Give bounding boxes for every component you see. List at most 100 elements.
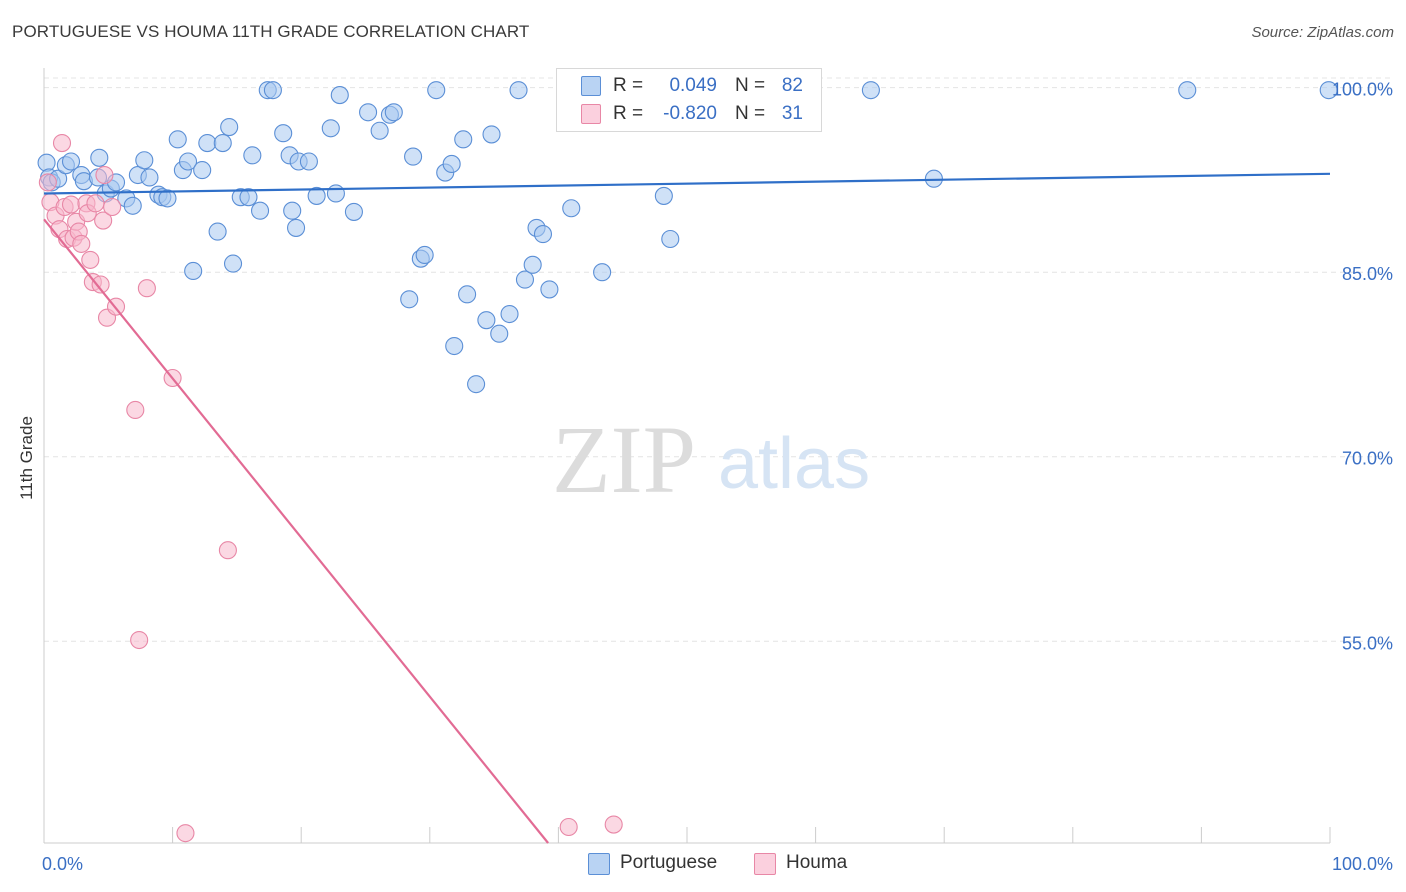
gridlines: [44, 77, 1392, 642]
trend-lines: [43, 172, 1331, 844]
legend-label-houma: Houma: [786, 852, 848, 873]
stats-legend: R = 0.049 N = 82 R = -0.820 N = 31: [556, 68, 822, 132]
portuguese-point: [263, 81, 282, 100]
y-tick-label: 100.0%: [1332, 80, 1393, 100]
y-tick-label: 70.0%: [1342, 449, 1393, 469]
houma-point: [72, 234, 91, 253]
portuguese-point: [523, 255, 542, 274]
portuguese-point: [250, 201, 270, 220]
houma-point: [103, 197, 122, 217]
portuguese-point: [359, 103, 378, 122]
legend-label-portuguese: Portuguese: [620, 852, 718, 873]
portuguese-point: [515, 270, 535, 289]
portuguese-point: [283, 201, 302, 220]
houma-point: [604, 815, 623, 834]
portuguese-point: [90, 148, 109, 167]
portuguese-point: [239, 188, 258, 207]
portuguese-point: [184, 261, 203, 281]
houma-points: [38, 133, 623, 843]
portuguese-point: [178, 152, 198, 171]
portuguese-point: [467, 375, 486, 394]
portuguese-point: [208, 222, 227, 241]
portuguese-point: [384, 103, 403, 122]
portuguese-point: [458, 285, 477, 304]
portuguese-point: [123, 196, 142, 215]
houma-point: [52, 133, 72, 153]
portuguese-point: [490, 324, 509, 343]
portuguese-point: [135, 151, 154, 170]
legend-n-label: N =: [735, 103, 766, 124]
portuguese-point: [1178, 81, 1197, 100]
houma-point: [38, 173, 57, 192]
portuguese-point: [442, 154, 461, 174]
legend-row-houma: R = -0.820 N = 31: [557, 101, 821, 127]
legend-n-label: N =: [735, 75, 766, 96]
watermark-zip: ZIP: [552, 406, 696, 513]
houma-point: [95, 165, 114, 185]
portuguese-point: [223, 254, 243, 273]
watermark-atlas: atlas: [718, 424, 870, 504]
portuguese-point: [330, 86, 349, 105]
portuguese-point: [562, 199, 581, 218]
portuguese-point: [593, 263, 612, 282]
portuguese-point: [193, 161, 212, 180]
legend-swatch-houma: [754, 853, 776, 875]
x-tick-label: 100.0%: [1332, 854, 1393, 874]
portuguese-point: [61, 152, 81, 171]
portuguese-point: [661, 229, 680, 249]
legend-row-portuguese: R = 0.049 N = 82: [557, 73, 821, 99]
portuguese-point: [1319, 81, 1338, 100]
source-label: Source: ZipAtlas.com: [1251, 24, 1394, 41]
portuguese-point: [220, 117, 239, 137]
houma-point: [61, 195, 81, 214]
watermark: ZIP atlas: [552, 406, 870, 513]
portuguese-point: [540, 280, 559, 299]
portuguese-point: [321, 119, 340, 138]
portuguese-point: [400, 290, 419, 309]
portuguese-point: [274, 124, 293, 143]
portuguese-point: [445, 336, 464, 356]
chart-title: PORTUGUESE VS HOUMA 11TH GRADE CORRELATI…: [12, 22, 530, 41]
portuguese-point: [427, 81, 446, 100]
legend-swatch-portuguese: [581, 76, 601, 96]
houma-point: [559, 817, 578, 837]
portuguese-point: [299, 152, 318, 171]
legend-r-value: 0.049: [669, 75, 717, 96]
portuguese-point: [243, 146, 262, 165]
portuguese-point: [500, 304, 519, 324]
portuguese-point: [861, 81, 880, 100]
portuguese-point: [404, 147, 423, 166]
y-tick-label: 55.0%: [1342, 633, 1393, 653]
portuguese-point: [533, 225, 553, 244]
portuguese-point: [158, 189, 177, 208]
houma-point: [176, 824, 195, 843]
portuguese-point: [415, 245, 434, 265]
y-tick-label: 85.0%: [1342, 264, 1393, 284]
legend-n-value: 31: [781, 103, 803, 124]
tick-labels: 100.0% 85.0% 70.0% 55.0% 0.0% 100.0%: [42, 80, 1393, 874]
houma-point: [86, 194, 105, 213]
portuguese-point: [287, 218, 306, 237]
legend-swatch-houma: [581, 104, 601, 124]
portuguese-point: [344, 202, 363, 221]
portuguese-point: [198, 133, 217, 153]
houma-point: [94, 211, 113, 230]
portuguese-point: [307, 186, 326, 205]
portuguese-point: [370, 121, 389, 140]
portuguese-point: [454, 130, 473, 149]
houma-point: [81, 250, 100, 269]
portuguese-trend-line: [43, 172, 1331, 195]
houma-point: [91, 275, 110, 294]
legend-n-value: 82: [781, 75, 803, 96]
y-axis-label: 11th Grade: [17, 416, 36, 500]
legend-r-value: -0.820: [663, 103, 717, 124]
houma-point: [137, 279, 156, 298]
houma-point: [130, 630, 149, 650]
x-tick-label: 0.0%: [42, 854, 83, 874]
portuguese-point: [654, 186, 673, 205]
legend-r-label: R =: [613, 75, 644, 96]
portuguese-point: [482, 125, 501, 144]
portuguese-point: [509, 81, 528, 100]
portuguese-point: [326, 184, 345, 203]
